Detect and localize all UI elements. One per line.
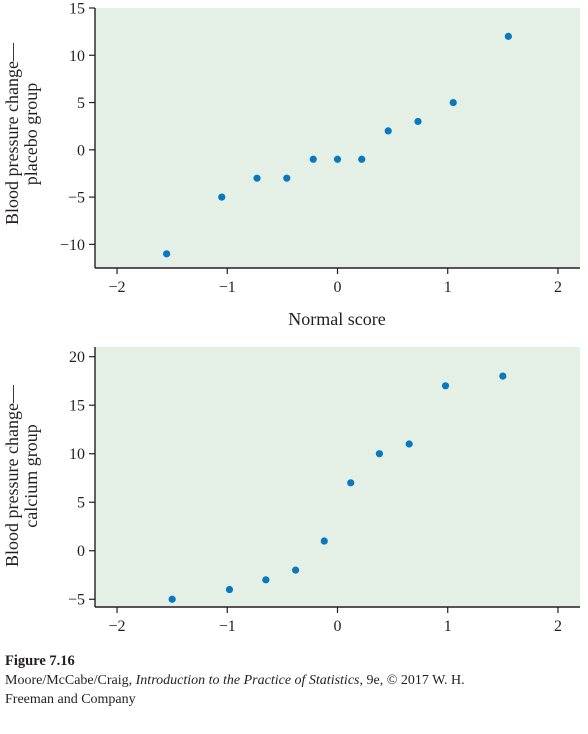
- x-tick-label: 1: [444, 279, 452, 296]
- data-point: [384, 127, 392, 135]
- x-axis-label: Normal score: [288, 309, 385, 329]
- data-point: [163, 250, 171, 258]
- data-point: [309, 155, 317, 163]
- y-tick-label: 10: [69, 48, 85, 65]
- y-axis-label: Blood pressure change—placebo group: [2, 42, 41, 225]
- plot-area: [95, 347, 580, 607]
- plot-area: [95, 8, 580, 268]
- data-point: [253, 174, 261, 182]
- y-tick-label: 5: [77, 95, 85, 112]
- x-tick-label: 2: [554, 618, 562, 635]
- data-point: [262, 576, 270, 584]
- x-axis-label: Normal score: [288, 648, 385, 650]
- y-tick-label: 15: [69, 1, 85, 18]
- data-point: [347, 479, 355, 487]
- data-point: [441, 382, 450, 390]
- x-tick-label: −1: [219, 618, 236, 635]
- y-tick-label: 20: [69, 349, 85, 366]
- data-point: [375, 450, 383, 458]
- x-tick-label: 2: [554, 279, 562, 296]
- caption-publisher: Freeman and Company: [5, 692, 136, 707]
- y-tick-label: 15: [69, 398, 85, 415]
- x-tick-label: −2: [109, 618, 126, 635]
- data-point: [499, 372, 507, 380]
- y-axis-label-line: calcium group: [21, 424, 41, 527]
- y-tick-label: 0: [77, 543, 85, 560]
- calcium-qq-plot: −2 −1 0 1 2 −5 0 5 10 15 20 Normal score Blood press…: [2, 347, 580, 650]
- data-point: [218, 193, 226, 201]
- y-tick-label: −5: [68, 190, 85, 207]
- x-tick-label: −2: [109, 279, 126, 296]
- y-axis-label-line: placebo group: [21, 83, 41, 185]
- data-point: [504, 32, 512, 40]
- y-tick-label: 10: [69, 446, 85, 463]
- x-tick-label: 0: [334, 279, 342, 296]
- data-point: [320, 537, 328, 545]
- caption-book-title: Introduction to the Practice of Statisti…: [135, 673, 360, 688]
- figure-caption: Figure 7.16 Moore/McCabe/Craig, Introduc…: [5, 652, 585, 709]
- data-point: [405, 440, 413, 448]
- x-tick-label: 0: [334, 618, 342, 635]
- y-axis-label-line: Blood pressure change—: [2, 42, 22, 225]
- y-axis-label: Blood pressure change—calcium group: [2, 384, 41, 567]
- data-point: [358, 155, 366, 163]
- x-tick-label: −1: [219, 279, 236, 296]
- data-point: [283, 174, 291, 182]
- data-point: [333, 155, 342, 163]
- y-tick-label: 0: [77, 142, 85, 159]
- data-point: [225, 585, 234, 594]
- data-point: [292, 566, 300, 574]
- data-point: [414, 117, 422, 126]
- caption-authors: Moore/McCabe/Craig,: [5, 673, 136, 688]
- data-point: [168, 595, 176, 603]
- data-point: [449, 98, 457, 107]
- y-tick-label: 5: [77, 495, 85, 512]
- x-tick-label: 1: [444, 618, 452, 635]
- y-axis-label-line: Blood pressure change—: [2, 384, 22, 567]
- caption-source-line: Moore/McCabe/Craig, Introduction to the …: [5, 671, 585, 690]
- y-tick-label: −5: [68, 592, 85, 609]
- y-tick-label: −10: [60, 237, 85, 254]
- figure-number: Figure 7.16: [5, 653, 75, 669]
- caption-edition: , 9e, © 2017 W. H.: [359, 673, 465, 688]
